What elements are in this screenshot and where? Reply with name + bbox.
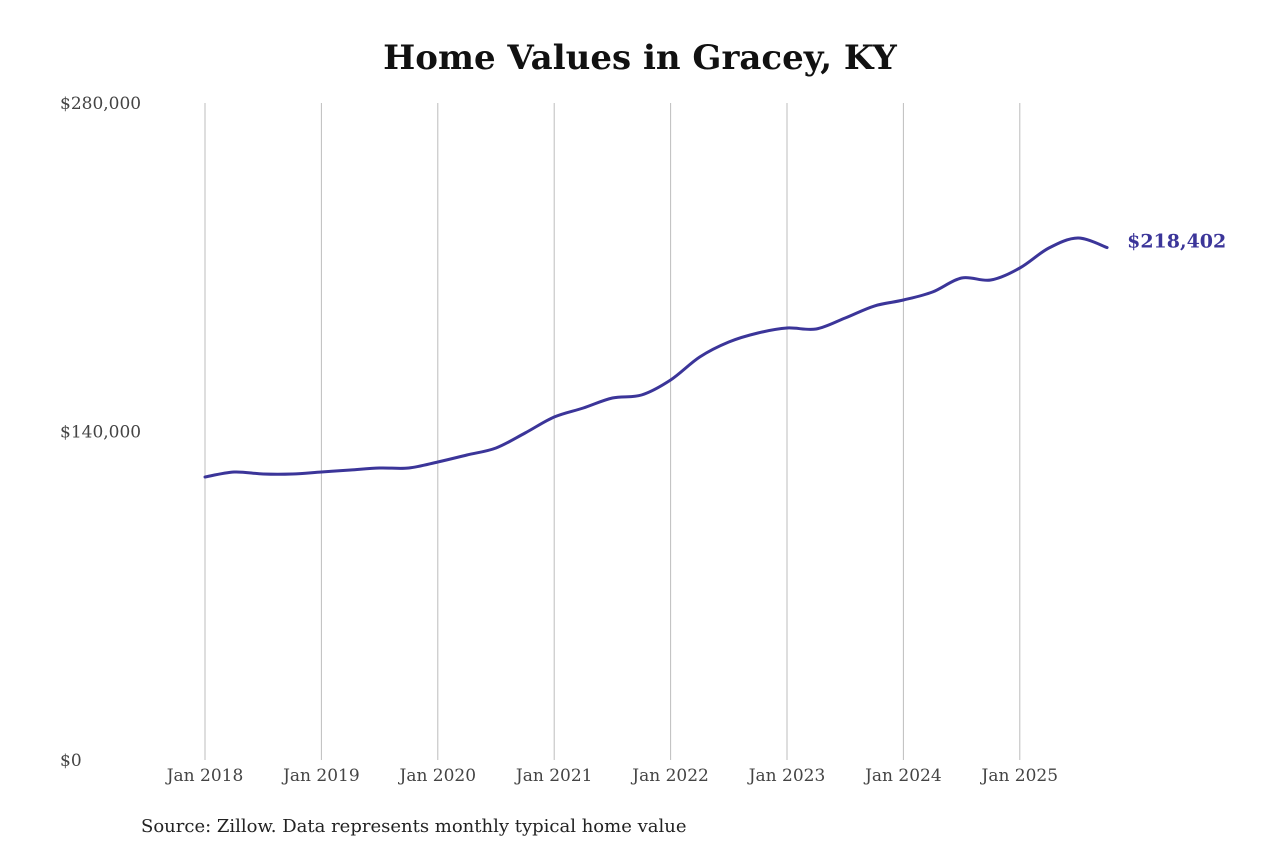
source-note: Source: Zillow. Data represents monthly … [141,816,687,837]
x-tick-label: Jan 2024 [863,766,942,786]
end-value-label: $218,402 [1127,231,1226,253]
x-tick-label: Jan 2022 [630,766,709,786]
y-tick-label: $0 [60,751,82,771]
x-tick-label: Jan 2021 [514,766,593,786]
y-tick-label: $280,000 [60,94,141,114]
x-tick-label: Jan 2019 [281,766,360,786]
y-tick-label: $140,000 [60,423,141,443]
x-tick-label: Jan 2020 [398,766,477,786]
x-tick-label: Jan 2018 [165,766,244,786]
x-tick-label: Jan 2025 [980,766,1059,786]
chart-title: Home Values in Gracey, KY [383,38,897,78]
x-tick-label: Jan 2023 [747,766,826,786]
series-line [203,236,1109,479]
